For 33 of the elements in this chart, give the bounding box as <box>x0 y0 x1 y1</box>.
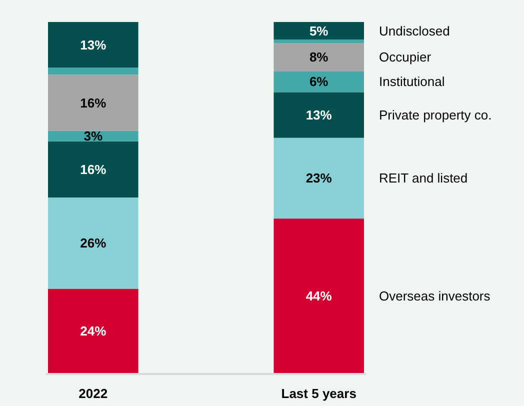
x-tick-label: Last 5 years <box>281 386 356 401</box>
data-label: 16% <box>80 162 107 177</box>
bar <box>274 218 364 373</box>
data-label: 23% <box>306 170 332 186</box>
series-label: Occupier <box>379 50 432 65</box>
series-label: Institutional <box>379 74 445 90</box>
series-label: Overseas investors <box>379 288 491 304</box>
data-label: 16% <box>80 95 107 110</box>
data-label: 13% <box>306 108 332 123</box>
series-label: Undisclosed <box>379 23 450 38</box>
x-tick-label: 2022 <box>78 386 108 401</box>
bar <box>48 22 138 68</box>
data-label: 13% <box>80 37 107 52</box>
data-label: 6% <box>309 74 329 90</box>
series-label: Private property co. <box>379 108 492 123</box>
bar <box>274 71 364 92</box>
bar <box>48 198 138 289</box>
bar <box>274 138 364 219</box>
bar <box>274 22 364 40</box>
bar <box>274 40 364 44</box>
data-label: 8% <box>309 50 329 65</box>
bar <box>48 288 138 373</box>
series-label: REIT and listed <box>379 170 468 186</box>
data-label: 24% <box>80 323 107 338</box>
bar <box>274 43 364 72</box>
bar <box>48 141 138 198</box>
data-label: 44% <box>306 288 332 304</box>
bar <box>48 74 138 131</box>
bar <box>48 68 138 75</box>
bar <box>274 92 364 138</box>
data-label: 5% <box>309 23 329 38</box>
data-label: 26% <box>80 236 107 251</box>
data-label: 3% <box>84 128 103 144</box>
